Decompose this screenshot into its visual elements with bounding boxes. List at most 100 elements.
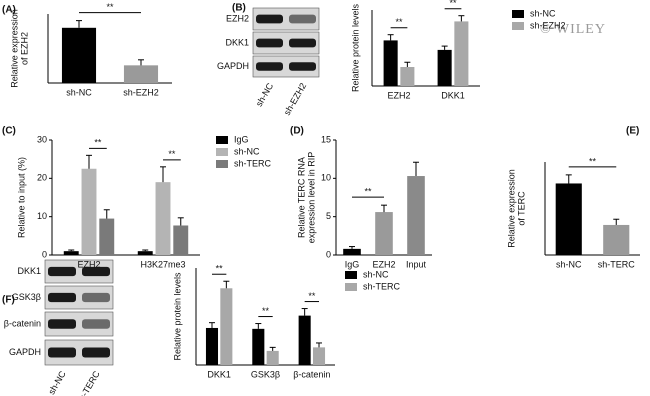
blot-lane-label: sh-EZH2 — [282, 81, 308, 117]
bar — [298, 315, 311, 365]
x-tick-label: DKK1 — [207, 369, 231, 379]
blot-band — [256, 14, 283, 24]
legend-swatch — [345, 271, 357, 279]
panel-label: (E) — [626, 126, 639, 137]
x-tick-label: IgG — [345, 259, 360, 269]
blot-row-label: DKK1 — [225, 37, 249, 47]
legend-swatch — [216, 136, 228, 144]
y-axis-label: Relative TERC RNA — [296, 157, 306, 238]
y-tick-label: 15 — [321, 134, 331, 144]
panel-label: (F) — [2, 295, 15, 306]
watermark: © WILEY — [540, 22, 606, 37]
legend-label: sh-EZH2 — [530, 20, 566, 30]
blot-band — [82, 266, 110, 277]
blot-band — [289, 62, 316, 71]
bar — [205, 327, 219, 365]
y-axis-label: of EZH2 — [19, 32, 29, 65]
blot-row — [252, 7, 320, 31]
blot-row — [44, 259, 114, 284]
blot-band — [48, 319, 76, 329]
significance-label: ** — [364, 187, 372, 197]
bar — [400, 67, 415, 86]
blot-band — [48, 347, 76, 358]
significance-label: ** — [94, 138, 102, 148]
y-tick-label: 10 — [321, 173, 331, 183]
blot-band — [82, 347, 110, 358]
bar — [123, 65, 159, 83]
y-tick-label: 10 — [37, 211, 47, 221]
bar — [252, 328, 265, 365]
blot-row-label: GSK3β — [12, 292, 41, 302]
bar — [407, 176, 425, 255]
bar — [555, 183, 582, 255]
bar — [312, 347, 326, 365]
blot-band — [82, 319, 110, 329]
x-tick-label: sh-TERC — [598, 259, 636, 269]
bar — [99, 218, 115, 255]
blot-band — [289, 38, 316, 48]
bar — [383, 40, 398, 86]
blot-row — [44, 285, 114, 310]
x-tick-label: sh-NC — [66, 87, 92, 97]
legend-label: sh-TERC — [234, 158, 272, 168]
significance-label: ** — [216, 264, 224, 274]
bar — [61, 27, 97, 83]
x-tick-label: EZH2 — [372, 259, 395, 269]
bar — [81, 168, 97, 255]
x-tick-label: DKK1 — [441, 90, 465, 100]
blot-band — [289, 14, 316, 24]
significance-label: ** — [262, 306, 270, 316]
x-tick-label: β-catenin — [293, 369, 330, 379]
bar — [437, 49, 452, 86]
significance-label: ** — [168, 149, 176, 159]
legend-swatch — [512, 10, 524, 18]
y-tick-label: 5 — [326, 211, 331, 221]
y-axis-label: of TERC — [516, 191, 526, 226]
y-tick-label: 0 — [326, 249, 331, 259]
legend-label: sh-NC — [530, 8, 556, 18]
significance-label: ** — [395, 17, 403, 27]
bar — [454, 21, 469, 86]
bar — [266, 350, 279, 365]
y-tick-label: 30 — [37, 134, 47, 144]
bar — [603, 224, 630, 255]
blot-row — [252, 31, 320, 55]
x-tick-label: sh-NC — [556, 259, 582, 269]
bar — [220, 288, 233, 365]
legend-swatch — [216, 148, 228, 156]
bar — [63, 251, 79, 255]
legend-label: sh-NC — [363, 269, 389, 279]
blot-lane-label: sh-NC — [254, 81, 276, 109]
blot-row-label: GAPDH — [217, 61, 249, 71]
significance-label: ** — [589, 156, 597, 166]
significance-label: ** — [449, 0, 457, 8]
legend-swatch — [345, 283, 357, 291]
legend-swatch — [216, 160, 228, 168]
blot-row-label: EZH2 — [226, 13, 249, 23]
panel-label: (D) — [290, 126, 304, 137]
panel-label: (A) — [2, 5, 16, 16]
y-tick-label: 0 — [42, 249, 47, 259]
y-tick-label: 20 — [37, 173, 47, 183]
x-tick-label: sh-EZH2 — [123, 87, 159, 97]
x-tick-label: Input — [406, 259, 427, 269]
bar — [173, 225, 189, 255]
panel-label: (C) — [2, 126, 16, 137]
x-tick-label: GSK3β — [251, 369, 280, 379]
blot-band — [82, 292, 110, 303]
bar — [343, 248, 361, 255]
bar — [137, 251, 153, 255]
blot-row-label: GAPDH — [9, 347, 41, 357]
x-tick-label: EZH2 — [387, 90, 410, 100]
bar — [155, 182, 171, 255]
blot-row-label: DKK1 — [17, 266, 41, 276]
y-axis-label: Relative to input (%) — [16, 157, 26, 238]
blot-lane-label: sh-TERC — [75, 369, 102, 396]
y-axis-label: Relative expression — [506, 169, 516, 248]
legend-swatch — [512, 22, 524, 30]
blot-band — [48, 266, 76, 277]
legend-label: IgG — [234, 134, 249, 144]
blot-row-label: β-catenin — [4, 318, 41, 328]
y-axis-label: expression level in RIP — [306, 152, 316, 244]
